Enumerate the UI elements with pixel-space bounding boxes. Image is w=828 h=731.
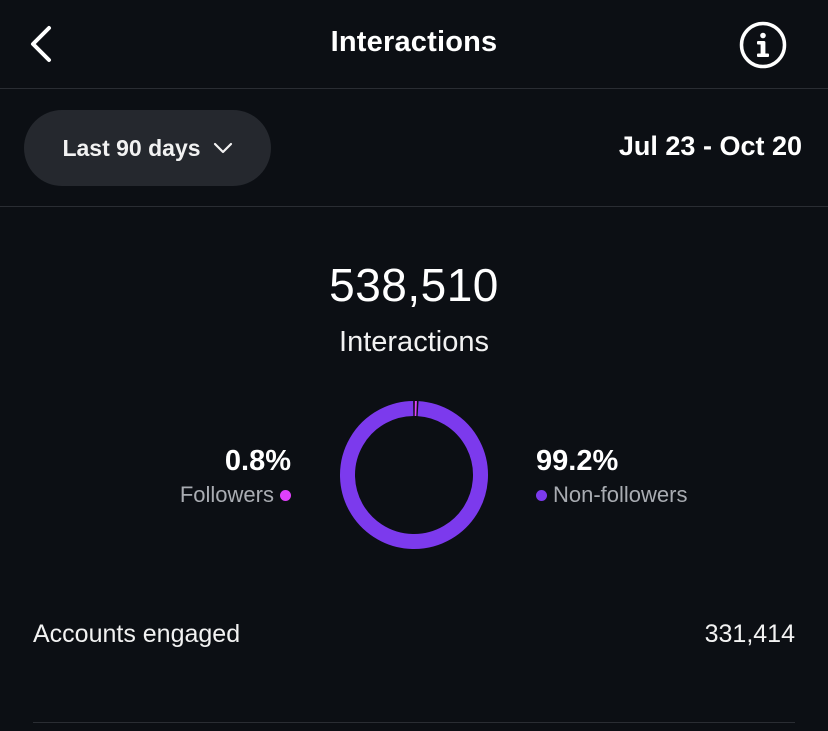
total-interactions-label: Interactions [339, 326, 489, 358]
non-followers-stat: 99.2% Non-followers [536, 444, 688, 508]
section-divider [33, 722, 795, 723]
followers-label: Followers [179, 482, 274, 507]
chevron-down-icon [213, 142, 232, 154]
non-followers-label: Non-followers [553, 482, 688, 507]
followers-legend-dot [280, 489, 291, 501]
non-followers-legend-dot [536, 489, 547, 501]
info-circle-icon [739, 21, 787, 69]
followers-percent: 0.8% [224, 445, 291, 477]
back-button[interactable] [20, 22, 60, 66]
followers-stat: 0.8% Followers [180, 444, 291, 508]
header-bar: Interactions [0, 0, 828, 88]
date-range-dropdown-label: Last 90 days [62, 134, 201, 161]
date-range-text: Jul 23 - Oct 20 [618, 131, 802, 161]
chevron-left-icon [31, 26, 51, 62]
accounts-engaged-value: 331,414 [704, 620, 795, 648]
header-divider [0, 88, 828, 89]
followers-label-row: Followers [180, 482, 291, 508]
accounts-engaged-label: Accounts engaged [33, 620, 241, 648]
filter-divider [0, 206, 828, 207]
non-followers-label-row: Non-followers [536, 482, 688, 508]
page-title: Interactions [330, 26, 498, 58]
date-range-dropdown[interactable]: Last 90 days [24, 110, 271, 186]
donut-segment-non-followers [340, 401, 488, 549]
interactions-donut-chart [340, 401, 488, 549]
non-followers-percent: 99.2% [536, 445, 619, 477]
total-interactions-value: 538,510 [329, 259, 499, 311]
info-button[interactable] [738, 20, 788, 70]
